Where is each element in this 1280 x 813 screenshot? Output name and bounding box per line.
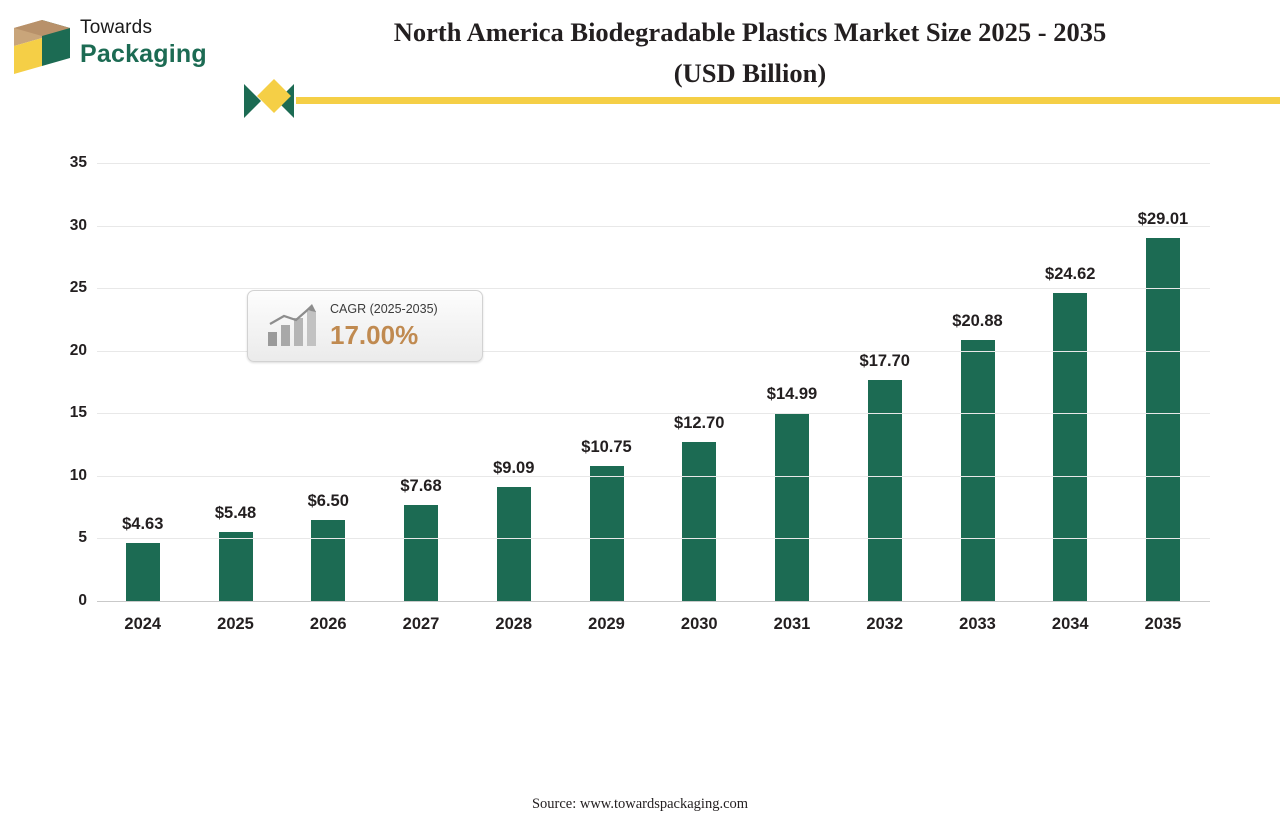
page-title: North America Biodegradable Plastics Mar… [290,12,1210,94]
bar[interactable] [1053,292,1088,601]
divider-accent-left [244,84,278,118]
bar[interactable] [589,466,624,601]
bar-value-label: $12.70 [674,414,725,433]
page-header: Towards Packaging North America Biodegra… [0,0,1280,120]
cagr-value: 17.00% [330,320,419,350]
bar-value-label: $24.62 [1045,264,1096,283]
bar-slot: $12.70 [654,163,746,601]
x-axis-tick-label: 2032 [866,615,904,633]
brand-logo: Towards Packaging [12,12,252,82]
y-axis-tick-label: 25 [69,279,87,297]
bar-slot: $17.70 [839,163,931,601]
source-note: Source: www.towardspackaging.com [531,796,749,812]
x-axis-tick-label: 2028 [495,615,533,633]
y-axis-tick-label: 30 [69,216,87,234]
bar-slot: $5.48 [190,163,282,601]
y-axis-tick-label: 10 [69,466,87,484]
x-axis-tick-label: 2035 [1144,615,1182,633]
bar-value-label: $10.75 [581,438,632,457]
bar-slot: $10.75 [561,163,653,601]
bar-slot: $24.62 [1025,163,1117,601]
bar[interactable] [775,413,809,601]
x-axis-tick-label: 2026 [309,615,347,633]
bar-value-label: $20.88 [952,311,1003,330]
y-axis-tick-label: 0 [78,592,87,609]
bar-slot: $20.88 [932,163,1024,601]
y-gridline [97,288,1210,290]
bar[interactable] [218,532,253,601]
y-axis-tick-label: 20 [69,341,87,359]
x-axis-tick-label: 2033 [959,615,996,633]
x-axis-tick-label: 2029 [588,615,625,633]
chart-title-line1: North America Biodegradable Plastics Mar… [393,17,1107,47]
bar[interactable] [496,487,531,601]
y-axis-tick-label: 15 [69,404,87,422]
brand-logo-text: Towards Packaging [80,16,260,68]
bar-slot: $7.68 [375,163,467,601]
y-gridline [97,475,1210,477]
bar-value-label: $17.70 [859,351,910,370]
header-divider [296,97,1280,104]
bar[interactable] [311,519,346,601]
y-axis-tick-label: 35 [69,154,87,171]
chart-canvas: $4.63 $5.48 $6.50 $7.68 $9.09 $10.75 $12.70 $14… [0,120,1280,812]
bar[interactable] [960,339,995,601]
x-axis-tick-label: 2027 [402,615,440,633]
chart-plot-area: $4.63 $5.48 $6.50 $7.68 $9.09 $10.75 $12.70 $14… [70,155,1210,720]
brand-name-line1: Towards [80,17,153,38]
bar-value-label: $29.01 [1137,209,1189,228]
y-gridline [97,538,1210,540]
x-axis-tick-label: 2024 [124,615,162,633]
x-axis-tick-label: 2031 [773,615,811,633]
bar-slot: $9.09 [468,163,560,601]
y-gridline [97,350,1210,352]
bar-value-label: $9.09 [493,459,535,478]
y-gridline [97,163,1210,164]
bar-slot: $6.50 [283,163,375,601]
bar-value-label: $4.63 [122,515,164,534]
bar-chart-growth-icon [268,304,316,346]
bar-slot: $29.01 [1117,163,1209,601]
cagr-badge: CAGR (2025-2035) 17.00% [247,290,483,362]
cube-logo-icon [14,20,70,74]
cagr-caption: CAGR (2025-2035) [330,302,438,316]
bar[interactable] [867,379,902,601]
y-axis-tick-label: 5 [78,529,87,547]
bar-value-label: $5.48 [214,504,257,523]
bar[interactable] [682,442,717,601]
x-axis-tick-label: 2034 [1051,615,1089,633]
cagr-text-block: CAGR (2025-2035) 17.00% [330,299,476,351]
y-gridline [97,225,1210,227]
chart-title-line2: (USD Billion) [673,58,827,88]
y-gridline [97,413,1210,415]
bar-series: $4.63 $5.48 $6.50 $7.68 $9.09 $10.75 $12.70 $14… [97,163,1210,601]
bar[interactable] [1146,237,1180,601]
y-gridline [97,601,1210,602]
bar-value-label: $7.68 [400,476,442,495]
x-axis-tick-label: 2030 [680,615,718,633]
bar[interactable] [404,504,438,601]
bar-slot: $14.99 [746,163,838,601]
bar-slot: $4.63 [97,163,189,601]
brand-name-line2: Packaging [80,40,207,68]
x-axis-tick-label: 2025 [217,615,254,633]
bar-value-label: $6.50 [307,491,349,510]
bar-value-label: $14.99 [766,385,818,404]
bar[interactable] [125,543,160,601]
